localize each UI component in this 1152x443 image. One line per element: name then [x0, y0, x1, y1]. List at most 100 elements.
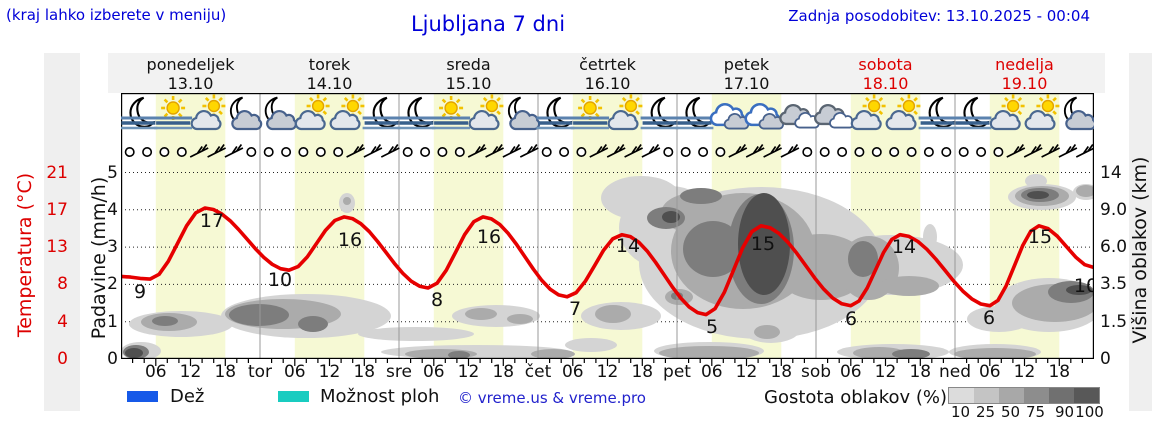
- x-day-abbrev: ned: [938, 362, 972, 382]
- wind-calm-symbol: [906, 146, 917, 157]
- cloud-height-tick: 9.0: [1100, 199, 1128, 220]
- density-gradient-segment: [1074, 388, 1099, 403]
- wind-barb-symbol: [346, 144, 365, 158]
- weather-icon-sun-fog: [571, 96, 610, 130]
- weather-icon-moon-fog: [362, 96, 401, 130]
- x-day-abbrev: pet: [663, 362, 691, 382]
- x-hour-label: 18: [770, 362, 793, 382]
- weather-icon-sun-cloud: [468, 94, 504, 131]
- density-tick-label: 50: [1000, 403, 1021, 421]
- wind-barb-symbol: [641, 144, 661, 158]
- x-hour-label: 12: [874, 362, 897, 382]
- x-hour-label: 12: [1013, 362, 1036, 382]
- weather-icon-sun-fog: [432, 96, 471, 130]
- cloud-blob: [358, 327, 474, 341]
- last-update-timestamp: Zadnja posodobitev: 13.10.2025 - 00:04: [788, 7, 1090, 25]
- wind-calm-symbol: [993, 146, 1004, 157]
- wind-barb-symbol: [780, 144, 800, 158]
- wind-barb-symbol: [624, 144, 643, 158]
- wind-barb-symbol: [1075, 144, 1094, 158]
- wind-barb-symbol: [207, 144, 226, 158]
- cloud-height-tick: 0: [1100, 349, 1111, 369]
- wind-barb-symbol: [1006, 144, 1026, 158]
- wind-calm-symbol: [889, 146, 900, 157]
- cloud-height-tick: 3.5: [1100, 274, 1128, 295]
- temperature-tick: 4: [57, 311, 68, 332]
- weather-icon-moon-cloud: [1063, 96, 1094, 131]
- wind-calm-symbol: [315, 146, 326, 157]
- showers-legend-label: Možnost ploh: [320, 386, 440, 407]
- weather-icon-moon-cloud: [229, 96, 263, 131]
- weather-icon-moon-fog: [953, 96, 992, 130]
- wind-barb-symbol: [485, 144, 504, 158]
- wind-barb-symbol: [189, 144, 209, 158]
- precipitation-tick: 0: [107, 349, 118, 369]
- wind-barb-symbol: [224, 144, 244, 158]
- weather-icon-sun-cloud: [850, 94, 886, 131]
- weather-icon-moon-fog: [121, 96, 158, 130]
- weather-icon-cloud: [779, 103, 820, 129]
- day-header: sobota 18.10: [858, 55, 913, 93]
- cloud-blob: [152, 316, 178, 326]
- wind-calm-symbol: [437, 146, 448, 157]
- density-gradient-segment: [1024, 388, 1049, 403]
- wind-calm-symbol: [159, 146, 170, 157]
- temperature-value-label: 15: [1028, 226, 1052, 248]
- location-hint: (kraj lahko izberete v meniju): [6, 6, 227, 24]
- cloud-blob: [465, 308, 497, 320]
- wind-calm-symbol: [420, 146, 431, 157]
- cloud-blob: [229, 304, 289, 326]
- temperature-tick: 0: [57, 349, 68, 369]
- cloud-blob: [595, 305, 631, 323]
- temperature-value-label: 10: [268, 269, 292, 291]
- density-tick-label: 100: [1075, 403, 1104, 421]
- cloud-height-tick: 14: [1100, 162, 1122, 183]
- weather-icon-overcast: [709, 102, 750, 130]
- cloud-height-tick: 1.5: [1100, 311, 1128, 332]
- wind-barb-symbol: [1023, 144, 1043, 158]
- temperature-curve: [121, 206, 1094, 317]
- wind-calm-symbol: [454, 146, 465, 157]
- wind-calm-symbol: [923, 146, 934, 157]
- day-header: petek 17.10: [723, 55, 770, 93]
- temperature-value-label: 6: [845, 308, 857, 330]
- cloud-blob: [1027, 191, 1049, 199]
- wind-calm-symbol: [176, 146, 187, 157]
- weather-icon-moon-fog: [675, 96, 714, 130]
- showers-legend-swatch: [278, 391, 309, 402]
- density-tick-label: 90: [1054, 403, 1075, 421]
- x-hour-label: 06: [978, 362, 1001, 382]
- cloud-blob: [659, 346, 759, 359]
- wind-barb-symbol: [745, 144, 765, 158]
- x-hour-label: 06: [283, 362, 306, 382]
- cloud-height-tick: 6.0: [1100, 237, 1128, 258]
- wind-calm-symbol: [559, 146, 570, 157]
- wind-calm-symbol: [263, 146, 274, 157]
- cloud-blob: [738, 193, 790, 295]
- copyright-link[interactable]: © vreme.us & vreme.pro: [458, 389, 646, 407]
- cloud-blob: [683, 221, 743, 277]
- wind-barb-symbol: [363, 144, 383, 158]
- wind-calm-symbol: [819, 146, 830, 157]
- precipitation-tick: 5: [107, 162, 118, 183]
- precipitation-tick: 3: [107, 237, 118, 258]
- cloud-blob: [1076, 185, 1094, 197]
- weather-icon-moon-fog: [397, 96, 436, 130]
- x-hour-label: 18: [1048, 362, 1071, 382]
- cloud-blob: [853, 347, 905, 359]
- wind-barb-symbol: [502, 144, 522, 158]
- wind-calm-symbol: [698, 146, 709, 157]
- cloud-blob: [298, 316, 328, 332]
- weather-icon-sun-cloud: [329, 94, 365, 131]
- x-hour-label: 06: [144, 362, 167, 382]
- cloud-blob: [954, 348, 1036, 359]
- x-hour-label: 06: [700, 362, 723, 382]
- weather-icon-moon-fog: [918, 96, 957, 130]
- temperature-tick: 13: [46, 237, 68, 258]
- wind-barb-symbol: [606, 144, 626, 158]
- cloud-blob: [879, 276, 939, 296]
- wind-barb-symbol: [1058, 144, 1078, 158]
- temperature-axis-title: Temperatura (°C): [14, 172, 36, 338]
- x-day-abbrev: tor: [247, 362, 273, 382]
- cloud-density-gradient: [948, 387, 1100, 404]
